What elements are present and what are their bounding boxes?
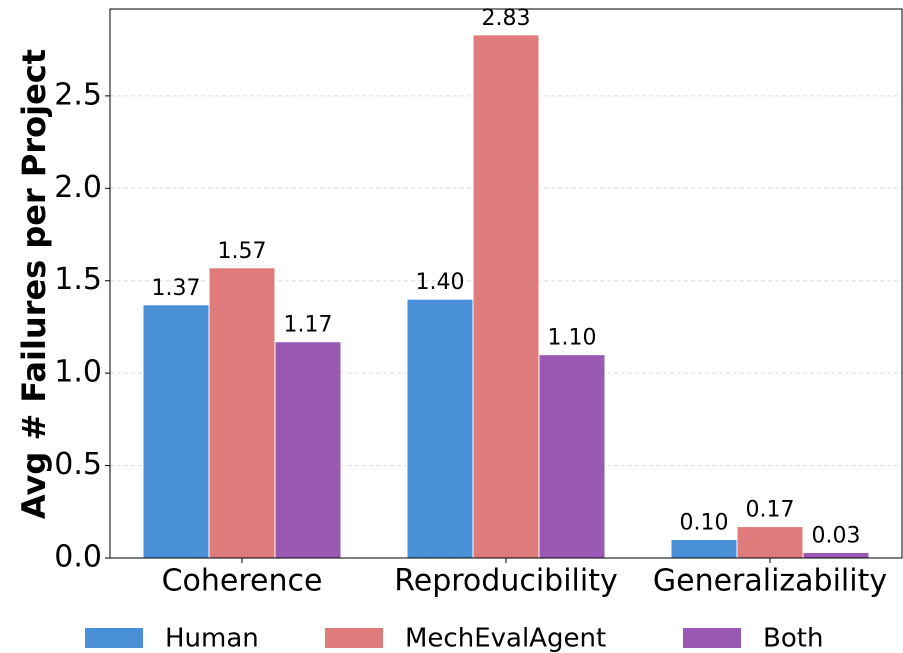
x-tick-label: Generalizability xyxy=(653,564,887,599)
legend-swatch xyxy=(85,628,143,648)
value-label: 2.83 xyxy=(482,6,531,31)
legend-label: Both xyxy=(763,624,823,653)
bar xyxy=(472,34,540,559)
value-label: 0.10 xyxy=(680,511,729,536)
bar xyxy=(274,341,342,559)
y-tick-label: 2.5 xyxy=(54,77,102,112)
y-tick-label: 0.0 xyxy=(54,540,102,575)
y-tick-label: 2.0 xyxy=(54,170,102,205)
legend-label: Human xyxy=(165,624,259,653)
legend-swatch xyxy=(325,628,383,648)
bar xyxy=(736,526,804,559)
y-tick-label: 1.5 xyxy=(54,262,102,297)
y-tick-label: 1.0 xyxy=(54,355,102,390)
legend-swatch xyxy=(683,628,741,648)
bar xyxy=(538,354,606,559)
value-label: 1.17 xyxy=(284,313,333,338)
bar xyxy=(670,539,738,559)
value-label: 1.37 xyxy=(152,276,201,301)
bar xyxy=(208,267,276,559)
bar xyxy=(406,298,474,559)
value-label: 1.40 xyxy=(416,270,465,295)
y-tick-label: 0.5 xyxy=(54,447,102,482)
value-label: 0.17 xyxy=(746,498,795,523)
value-label: 1.10 xyxy=(548,326,597,351)
plot-frame xyxy=(109,8,903,559)
y-axis-label: Avg # Failures per Project xyxy=(15,49,53,519)
bar xyxy=(142,304,210,559)
value-label: 1.57 xyxy=(218,239,267,264)
bar xyxy=(802,551,870,559)
legend-label: MechEvalAgent xyxy=(405,624,606,653)
x-tick-label: Coherence xyxy=(162,564,323,599)
value-label: 0.03 xyxy=(812,523,861,548)
x-tick-label: Reproducibility xyxy=(394,564,617,599)
